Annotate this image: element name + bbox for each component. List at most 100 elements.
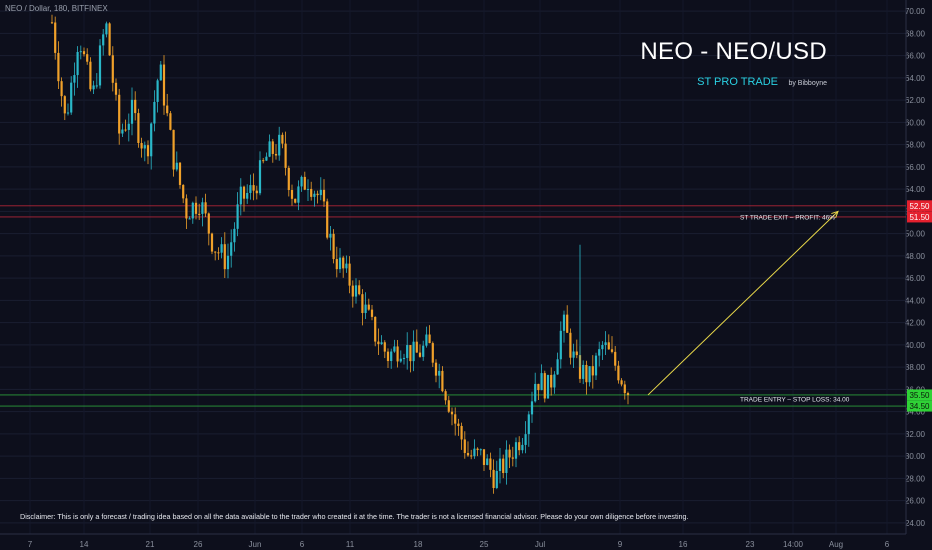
- x-tick-label: 14: [80, 540, 89, 549]
- candle-body: [76, 52, 79, 76]
- candle-body: [204, 202, 207, 214]
- candle-body: [418, 352, 422, 357]
- price-badge: [907, 400, 932, 412]
- candle-body: [162, 64, 166, 106]
- candle-body: [143, 145, 146, 149]
- y-tick-label: 48.00: [905, 252, 926, 261]
- candle-body: [374, 316, 377, 342]
- candle-body: [217, 252, 220, 254]
- x-tick-label: Jun: [249, 540, 262, 549]
- candle-body: [60, 81, 63, 97]
- candle-body: [150, 123, 153, 157]
- candle-body: [226, 255, 230, 270]
- candle-body: [329, 233, 332, 238]
- candle-body: [268, 141, 271, 157]
- candle-body: [252, 185, 255, 191]
- y-tick-label: 32.00: [905, 430, 926, 439]
- subtitle-row: ST PRO TRADE by Bibboyne: [697, 72, 827, 90]
- candle-body: [450, 411, 454, 415]
- candle-body: [482, 449, 486, 465]
- candle-body: [79, 51, 82, 53]
- candle-body: [466, 452, 470, 456]
- candle-body: [140, 142, 143, 149]
- candle-body: [255, 190, 258, 194]
- candle-body: [278, 134, 281, 156]
- candle-body: [319, 189, 322, 196]
- candle-body: [303, 176, 306, 190]
- x-tick-label: 7: [28, 540, 33, 549]
- x-tick-label: 18: [414, 540, 423, 549]
- price-badge: [907, 389, 932, 401]
- candle-body: [383, 342, 386, 352]
- candle-body: [156, 80, 159, 102]
- candle-body: [591, 366, 594, 376]
- candle-body: [457, 423, 460, 426]
- chart-title: NEO - NEO/USD: [640, 38, 827, 65]
- candle-body: [294, 198, 297, 203]
- x-tick-label: 6: [300, 540, 305, 549]
- symbol-label: NEO / Dollar, 180, BITFINEX: [5, 4, 108, 13]
- candle-body: [188, 218, 191, 220]
- candle-body: [73, 75, 76, 83]
- candle-body: [134, 99, 137, 114]
- candle-body: [540, 373, 543, 391]
- y-tick-label: 50.00: [905, 230, 926, 239]
- candle-body: [223, 244, 226, 270]
- x-tick-label: 26: [194, 540, 203, 549]
- y-tick-label: 30.00: [905, 452, 926, 461]
- x-tick-label: Jul: [535, 540, 545, 549]
- candle-body: [95, 85, 98, 87]
- y-tick-label: 58.00: [905, 141, 926, 150]
- candle-body: [290, 190, 294, 199]
- candle-body: [194, 202, 198, 214]
- y-tick-label: 44.00: [905, 296, 926, 305]
- candle-body: [575, 351, 578, 356]
- candle-body: [274, 153, 278, 156]
- candle-body: [111, 55, 114, 83]
- x-tick-label: 25: [480, 540, 489, 549]
- projection-arrow-head: [831, 210, 839, 219]
- x-tick-label: 14:00: [783, 540, 804, 549]
- candle-body: [582, 364, 585, 379]
- candle-body: [614, 351, 617, 366]
- candle-body: [518, 442, 521, 451]
- subtitle: ST PRO TRADE: [697, 76, 779, 88]
- candle-body: [527, 414, 530, 435]
- candle-body: [604, 342, 607, 346]
- x-tick-label: 21: [146, 540, 155, 549]
- candle-body: [415, 341, 418, 353]
- candle-body: [412, 341, 415, 362]
- candle-body: [505, 449, 508, 474]
- plot-area: [0, 0, 906, 534]
- candle-body: [98, 45, 102, 86]
- candle-body: [322, 189, 326, 202]
- candle-body: [300, 176, 303, 187]
- y-tick-label: 42.00: [905, 319, 926, 328]
- candle-body: [89, 61, 92, 90]
- candle-body: [402, 357, 406, 359]
- candle-body: [169, 113, 172, 130]
- candle-body: [511, 457, 514, 459]
- candle-body: [175, 162, 178, 170]
- candle-body: [370, 309, 374, 317]
- candle-body: [367, 304, 370, 310]
- candle-body: [214, 251, 217, 253]
- candle-body: [306, 188, 310, 190]
- candle-body: [233, 228, 236, 243]
- candle-body: [118, 94, 121, 134]
- candle-body: [508, 449, 511, 458]
- candle-body: [297, 186, 300, 203]
- entry-annotation: TRADE ENTRY – STOP LOSS: 34.00: [740, 397, 850, 404]
- candle-body: [338, 257, 342, 270]
- candle-body: [354, 285, 358, 297]
- candle-body: [498, 458, 502, 471]
- y-tick-label: 34.00: [905, 408, 926, 417]
- y-tick-label: 56.00: [905, 163, 926, 172]
- y-tick-label: 26.00: [905, 497, 926, 506]
- candle-body: [514, 442, 518, 459]
- candle-body: [530, 401, 534, 415]
- y-tick-label: 40.00: [905, 341, 926, 350]
- y-tick-label: 60.00: [905, 118, 926, 127]
- x-tick-label: 9: [618, 540, 623, 549]
